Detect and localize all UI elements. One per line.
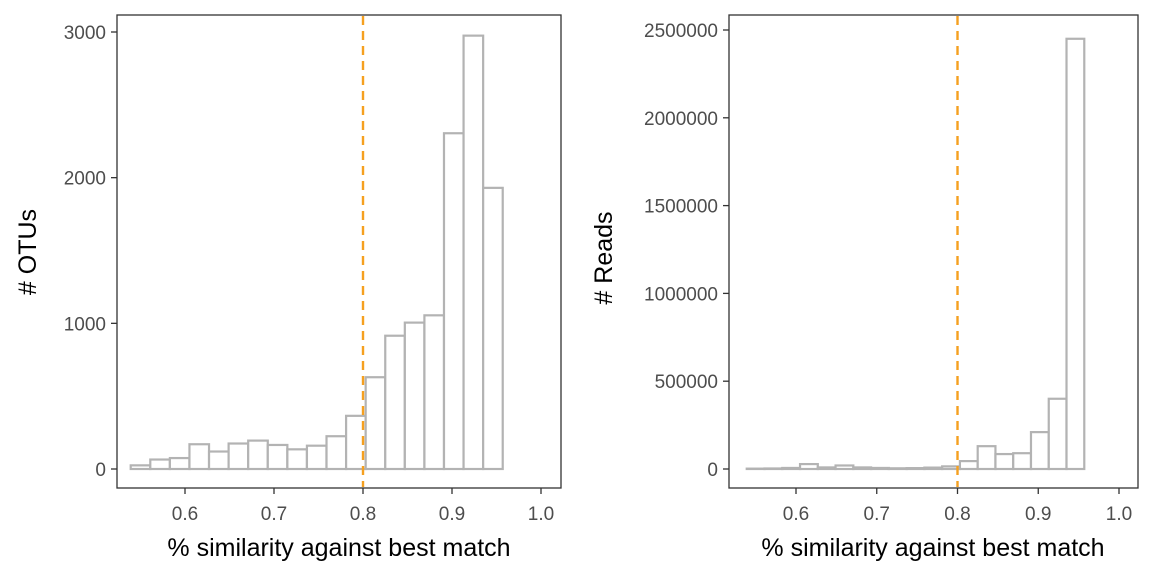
x-tick-label-reads-3: 0.9 (1025, 504, 1051, 525)
histogram-bar-otus-3 (188, 443, 211, 471)
y-tick-label-otus-3: 3000 (64, 23, 106, 44)
x-tick-label-otus-4: 1.0 (528, 504, 554, 525)
x-axis-title-reads: % similarity against best match (761, 534, 1104, 562)
y-axis-ticks-reads: 0 500000 1000000 1500000 2000000 2500000 (644, 21, 729, 481)
histogram-bar-reads-7 (869, 466, 890, 471)
histogram-bar-reads-18 (1065, 37, 1086, 471)
x-tick-label-otus-3: 0.9 (439, 504, 465, 525)
histogram-bar-otus-0 (129, 464, 152, 471)
histogram-bar-otus-18 (482, 186, 504, 471)
x-axis-title-otus: % similarity against best match (167, 534, 510, 562)
bars-otus (129, 34, 504, 471)
panel-otus: 0.6 0.7 0.8 0.9 1.0 0 1000 2000 3000 % similari… (14, 14, 562, 562)
bars-reads (745, 37, 1086, 471)
x-tick-label-otus-0: 0.6 (172, 504, 198, 525)
histogram-bar-otus-4 (207, 450, 230, 471)
histogram-bar-otus-6 (247, 439, 269, 471)
x-tick-label-reads-1: 0.7 (864, 504, 890, 525)
y-tick-label-otus-2: 2000 (64, 169, 106, 190)
histogram-bar-otus-8 (286, 448, 309, 471)
histogram-bar-otus-15 (423, 314, 446, 471)
histogram-bar-otus-2 (168, 456, 191, 471)
y-tick-label-otus-0: 0 (95, 460, 106, 481)
y-tick-label-reads-2: 1000000 (644, 284, 718, 305)
histogram-bar-reads-12 (958, 460, 979, 471)
plot-frame-reads (728, 14, 1139, 489)
histogram-bar-reads-5 (834, 464, 855, 471)
histogram-bar-otus-14 (403, 321, 426, 471)
y-axis-title-reads: # Reads (590, 211, 618, 304)
y-tick-label-reads-3: 1500000 (644, 197, 718, 218)
histogram-bar-reads-4 (816, 466, 837, 471)
y-tick-label-reads-1: 500000 (655, 372, 718, 393)
y-tick-label-reads-5: 2500000 (644, 21, 718, 42)
histogram-bar-reads-9 (905, 467, 926, 471)
x-axis-ticks-otus: 0.6 0.7 0.8 0.9 1.0 (172, 488, 554, 525)
histogram-bar-otus-13 (384, 334, 406, 471)
y-tick-label-reads-0: 0 (707, 460, 718, 481)
histogram-bar-otus-12 (364, 376, 387, 471)
y-tick-label-reads-4: 2000000 (644, 109, 718, 130)
histogram-bar-reads-6 (852, 466, 873, 471)
histogram-bar-reads-17 (1047, 397, 1068, 471)
histogram-bar-reads-14 (994, 452, 1015, 471)
histogram-bar-otus-1 (149, 458, 171, 471)
x-axis-ticks-reads: 0.6 0.7 0.8 0.9 1.0 (783, 488, 1132, 525)
histogram-bar-reads-10 (923, 466, 944, 471)
histogram-bar-reads-8 (887, 467, 908, 471)
x-tick-label-reads-2: 0.8 (944, 504, 970, 525)
x-tick-label-reads-4: 1.0 (1106, 504, 1132, 525)
histogram-bar-otus-5 (227, 442, 250, 471)
histogram-bar-reads-3 (798, 462, 819, 471)
histogram-bar-reads-15 (1012, 452, 1033, 471)
x-tick-label-otus-2: 0.8 (350, 504, 376, 525)
histogram-bar-reads-13 (976, 445, 997, 471)
y-axis-title-otus: # OTUs (14, 209, 42, 295)
plot-frame-otus (116, 14, 562, 489)
panel-reads: 0.6 0.7 0.8 0.9 1.0 0 500000 1000000 1500000 200… (590, 14, 1139, 562)
histogram-bar-reads-2 (781, 466, 802, 471)
x-tick-label-otus-1: 0.7 (261, 504, 287, 525)
histogram-bar-reads-1 (763, 467, 784, 471)
histogram-bar-otus-16 (442, 132, 465, 471)
y-tick-label-otus-1: 1000 (64, 314, 106, 335)
histogram-bar-otus-7 (266, 443, 289, 471)
histogram-bar-otus-10 (325, 435, 348, 471)
histogram-bar-reads-16 (1029, 431, 1050, 471)
histogram-bar-otus-17 (462, 34, 485, 471)
y-axis-ticks-otus: 0 1000 2000 3000 (64, 23, 117, 481)
histogram-bar-otus-9 (305, 444, 328, 471)
x-tick-label-reads-0: 0.6 (783, 504, 809, 525)
